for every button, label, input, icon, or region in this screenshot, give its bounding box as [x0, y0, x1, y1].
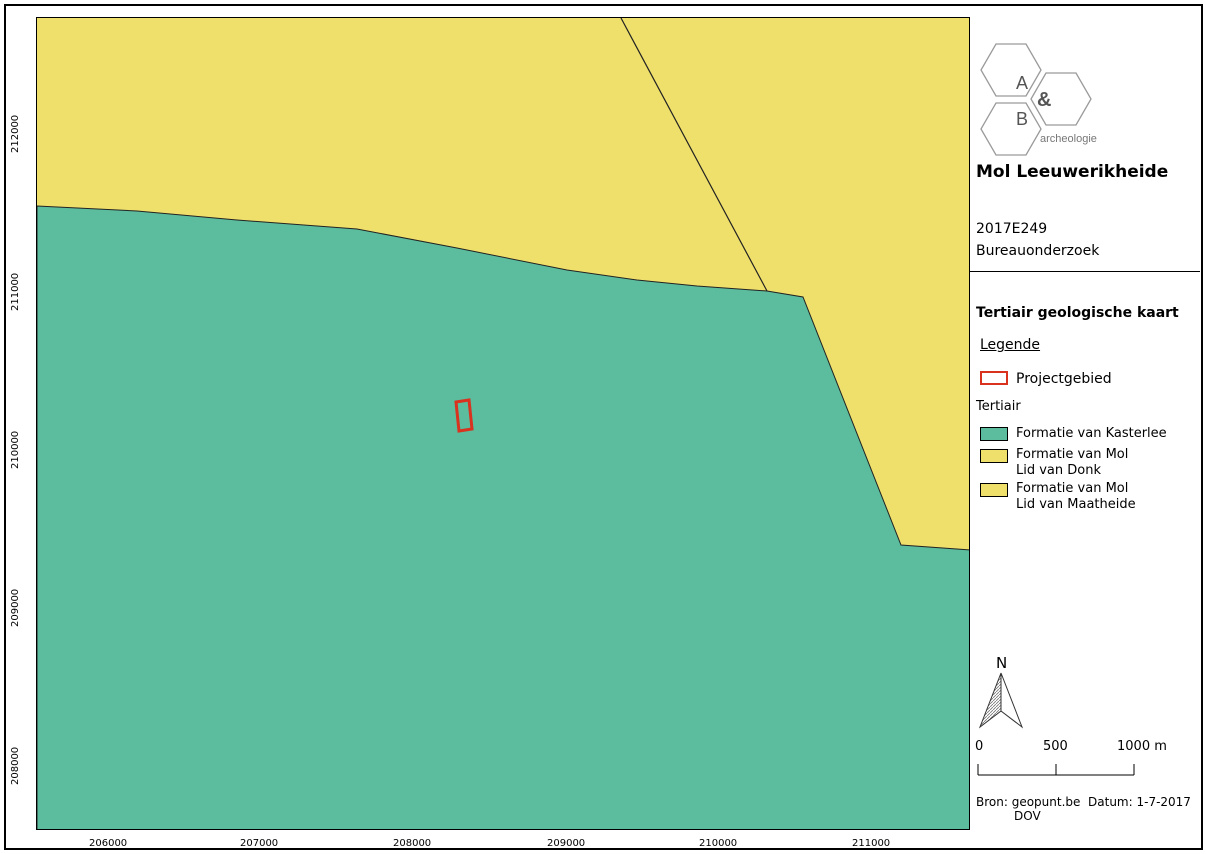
y-tick-label: 209000 — [10, 588, 21, 627]
project-title: Mol Leeuwerikheide — [976, 162, 1169, 182]
source-credit: Bron: geopunt.be Datum: 1-7-2017 DOV — [976, 795, 1191, 823]
x-tick-label: 207000 — [240, 838, 279, 849]
legend-heading: Legende — [980, 337, 1041, 353]
scale-label-1000: 1000 m — [1117, 739, 1167, 754]
north-arrow-icon — [978, 672, 1024, 729]
legend-item-line1: Formatie van Mol — [1016, 481, 1129, 496]
scale-bar — [977, 764, 1135, 776]
panel-divider — [970, 271, 1200, 272]
y-tick-label: 208000 — [10, 746, 21, 785]
map-canvas[interactable] — [36, 17, 970, 830]
info-panel: A & B archeologie Mol Leeuwerikheide 201… — [970, 17, 1200, 830]
project-area-swatch — [980, 371, 1008, 385]
legend-item-kasterlee: Formatie van Kasterlee — [1016, 426, 1167, 442]
geology-map-svg — [37, 18, 969, 829]
project-type: Bureauonderzoek — [976, 243, 1100, 259]
legend-item-line1: Formatie van Kasterlee — [1016, 426, 1167, 441]
legend-item-mol-donk: Formatie van Mol Lid van Donk — [1016, 447, 1128, 479]
legend-item-line1: Formatie van Mol — [1016, 447, 1129, 462]
legend-item-line2: Lid van Maatheide — [1016, 497, 1136, 512]
y-tick-label: 212000 — [10, 114, 21, 153]
project-code: 2017E249 — [976, 221, 1048, 237]
ab-archeologie-logo: A & B archeologie — [980, 43, 1097, 156]
logo-word: archeologie — [1040, 133, 1097, 145]
logo-letter-b: B — [1016, 109, 1028, 129]
source-line1: Bron: geopunt.be Datum: 1-7-2017 — [976, 795, 1191, 809]
formation-boundary-line — [620, 18, 768, 292]
source-line2: DOV — [1014, 809, 1041, 823]
y-tick-label: 210000 — [10, 430, 21, 469]
project-area-outline[interactable] — [454, 398, 474, 433]
kasterlee-area — [37, 205, 969, 829]
scale-label-0: 0 — [975, 739, 984, 754]
x-tick-label: 209000 — [547, 838, 586, 849]
legend-project-label: Projectgebied — [1016, 371, 1112, 387]
scale-label-500: 500 — [1043, 739, 1068, 754]
mol-maatheide-swatch — [980, 483, 1008, 497]
logo-ampersand: & — [1037, 89, 1051, 111]
x-tick-label: 208000 — [393, 838, 432, 849]
kasterlee-swatch — [980, 427, 1008, 441]
legend-item-mol-maatheide: Formatie van Mol Lid van Maatheide — [1016, 481, 1136, 513]
x-tick-label: 211000 — [852, 838, 891, 849]
map-title: Tertiair geologische kaart — [976, 305, 1179, 321]
north-label: N — [996, 654, 1008, 672]
legend-group-label: Tertiair — [976, 399, 1021, 414]
mol-donk-swatch — [980, 449, 1008, 463]
x-tick-label: 210000 — [699, 838, 738, 849]
x-tick-label: 206000 — [89, 838, 128, 849]
y-tick-label: 211000 — [10, 272, 21, 311]
legend-item-line2: Lid van Donk — [1016, 463, 1102, 478]
logo-letter-a: A — [1016, 73, 1028, 93]
